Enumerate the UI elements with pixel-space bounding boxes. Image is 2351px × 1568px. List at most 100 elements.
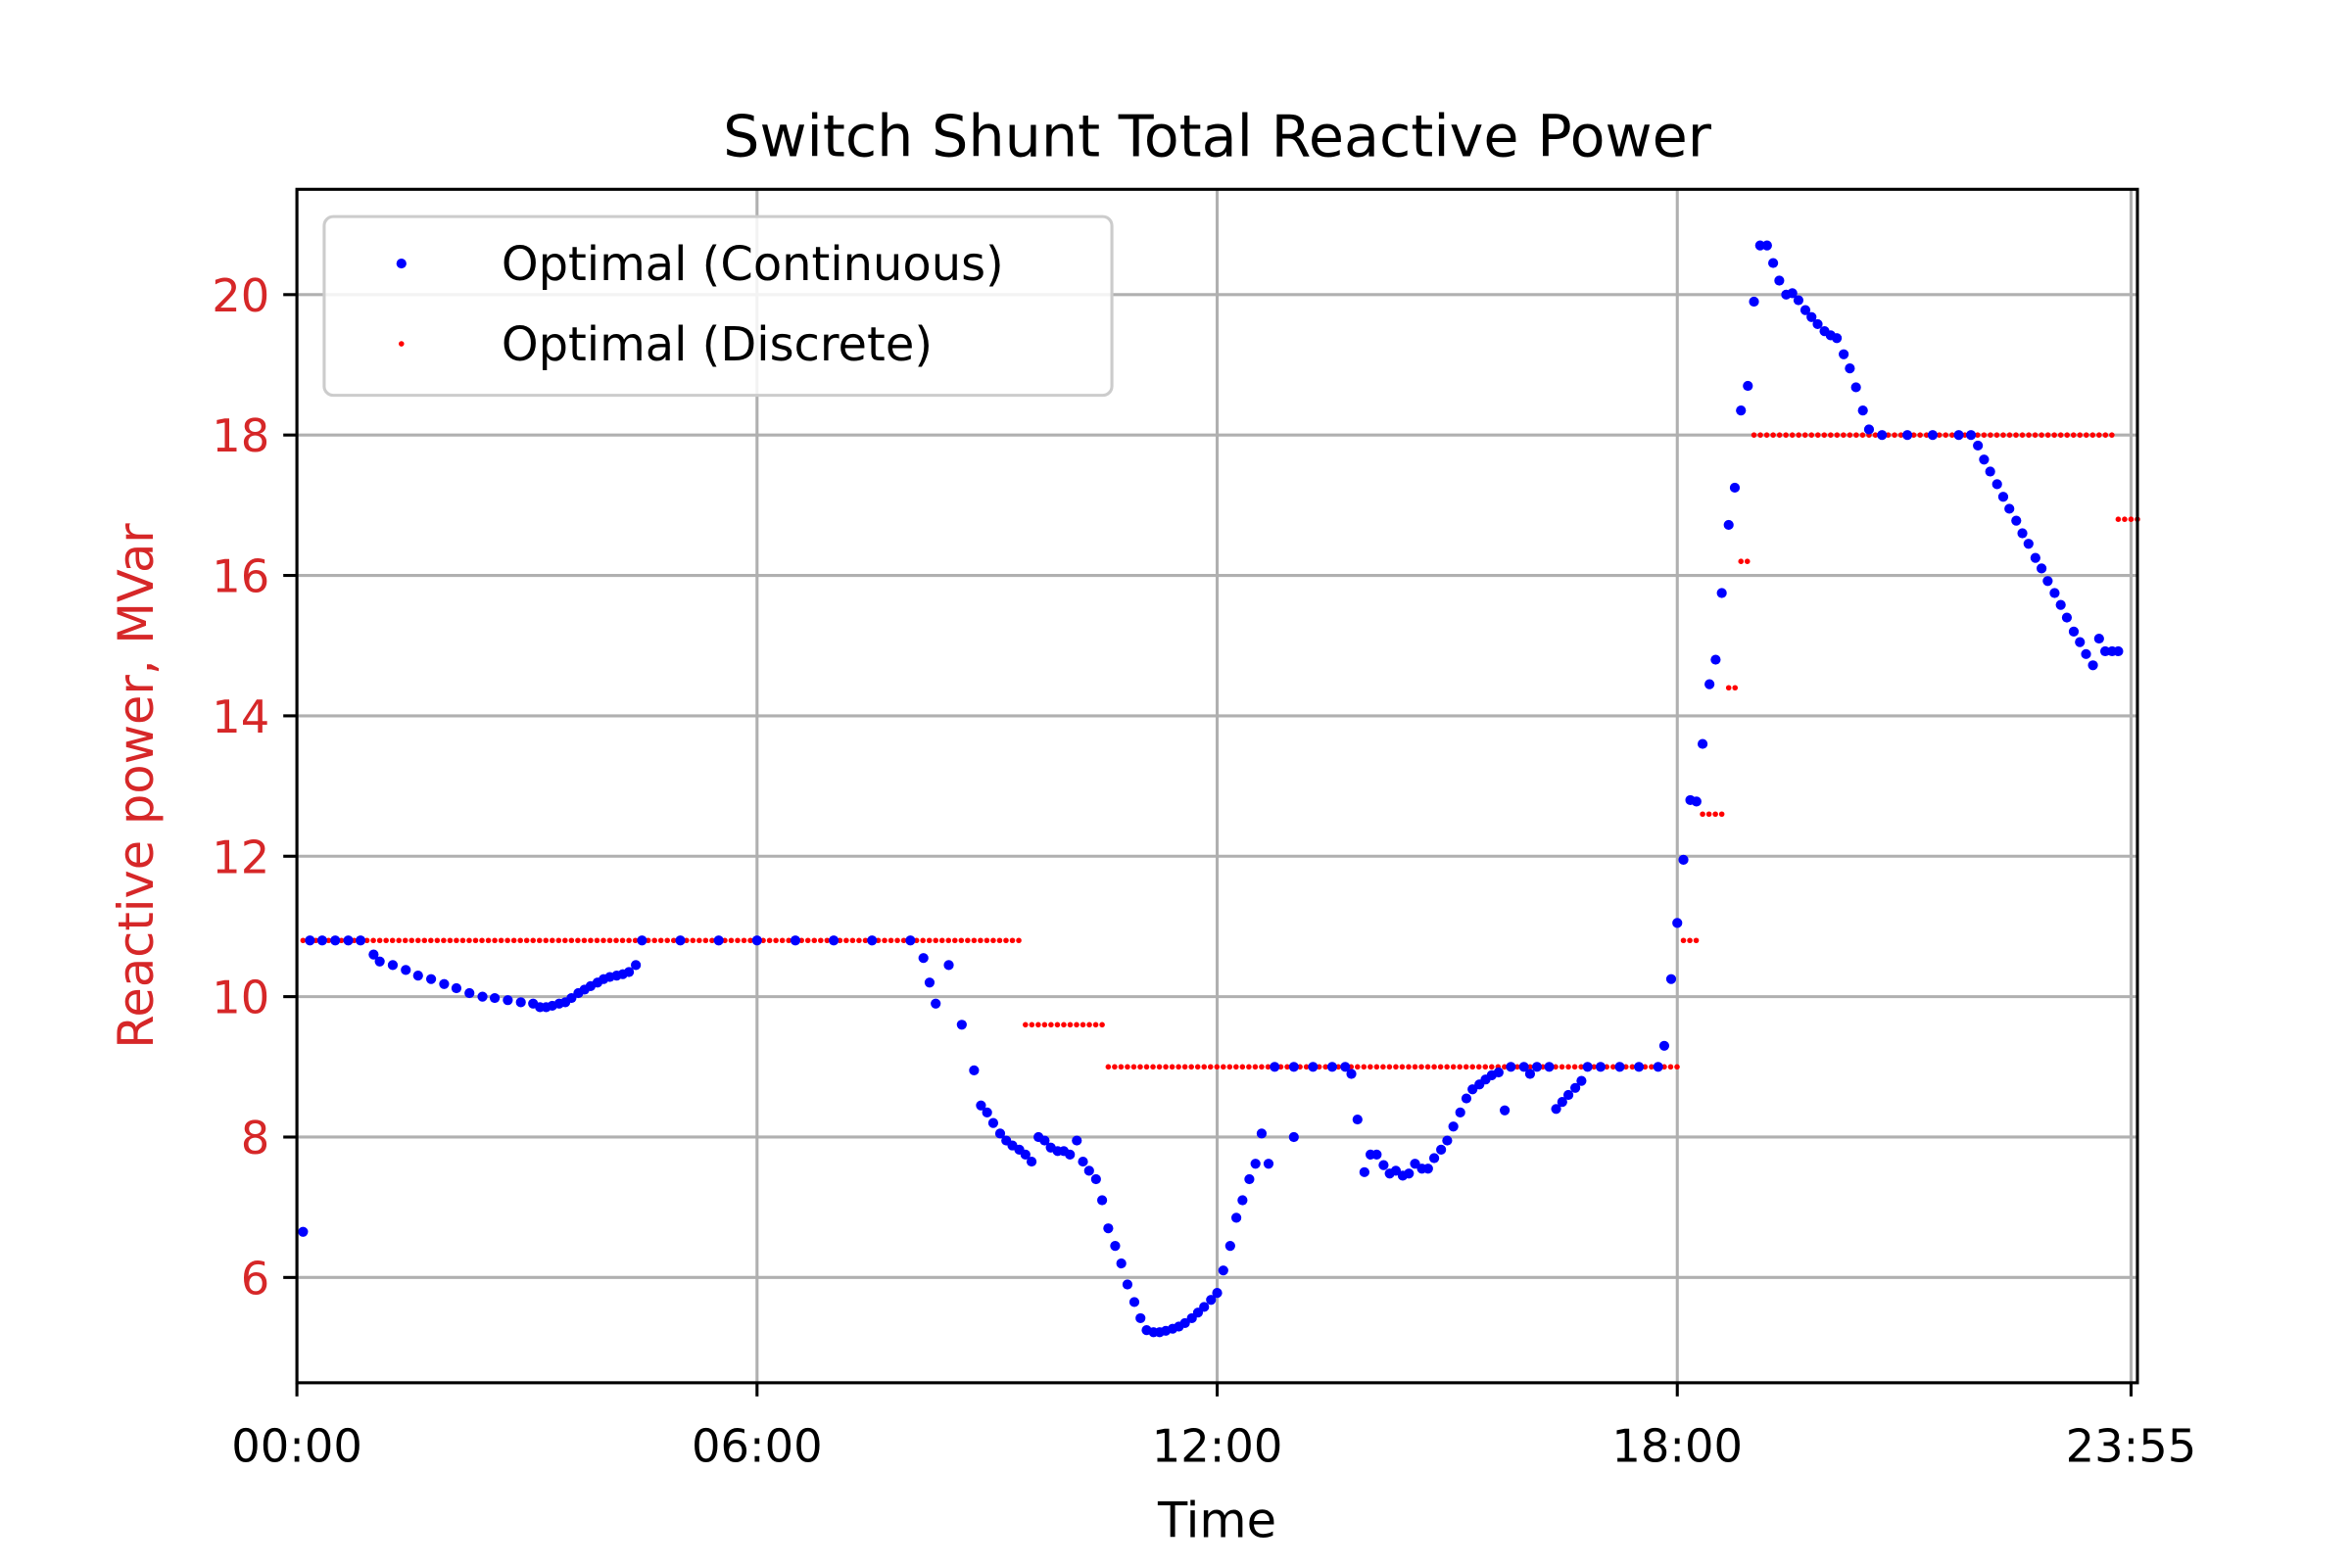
discrete-point — [1265, 1064, 1271, 1070]
discrete-point — [383, 937, 389, 944]
discrete-point — [2032, 432, 2039, 438]
legend: Optimal (Continuous) Optimal (Discrete) — [322, 214, 1114, 398]
discrete-point — [1553, 1064, 1559, 1070]
continuous-point — [1691, 796, 1702, 807]
discrete-point — [594, 937, 600, 944]
continuous-point — [464, 987, 475, 999]
discrete-point — [1469, 1064, 1476, 1070]
discrete-point — [2096, 432, 2102, 438]
continuous-point — [790, 935, 801, 946]
discrete-point — [1125, 1064, 1130, 1070]
discrete-point — [984, 937, 990, 944]
discrete-point — [811, 937, 818, 944]
discrete-point — [2057, 432, 2064, 438]
continuous-point — [1250, 1159, 1261, 1169]
discrete-point — [818, 937, 824, 944]
continuous-point — [713, 935, 724, 946]
continuous-point — [1096, 1195, 1108, 1206]
discrete-point — [2122, 516, 2128, 522]
discrete-point — [1514, 1064, 1520, 1070]
continuous-point — [451, 982, 462, 994]
discrete-point — [882, 937, 888, 944]
continuous-point — [867, 935, 878, 946]
continuous-point — [1237, 1195, 1248, 1206]
discrete-point — [843, 937, 849, 944]
discrete-point — [920, 937, 926, 944]
continuous-point — [1288, 1062, 1299, 1072]
discrete-point — [1571, 1064, 1578, 1070]
discrete-point — [2077, 432, 2084, 438]
discrete-point — [1406, 1064, 1412, 1070]
discrete-point — [2109, 432, 2115, 438]
discrete-point — [1099, 1022, 1105, 1028]
continuous-point — [1378, 1160, 1389, 1170]
continuous-point — [924, 977, 936, 988]
discrete-point — [1156, 1064, 1163, 1070]
continuous-point — [1026, 1156, 1037, 1167]
discrete-point — [555, 937, 562, 944]
discrete-point — [926, 937, 933, 944]
continuous-point — [1128, 1297, 1140, 1307]
legend-marker-discrete — [399, 341, 405, 347]
discrete-point — [1048, 1022, 1054, 1028]
discrete-point — [2019, 432, 2026, 438]
continuous-point — [1346, 1069, 1357, 1079]
discrete-point — [376, 937, 383, 944]
discrete-point — [1948, 432, 1955, 438]
discrete-point — [530, 937, 537, 944]
discrete-point — [402, 937, 408, 944]
discrete-point — [1687, 937, 1693, 944]
continuous-point — [1467, 1084, 1478, 1095]
discrete-point — [651, 937, 657, 944]
discrete-point — [1502, 1064, 1508, 1070]
discrete-point — [1578, 1064, 1584, 1070]
continuous-point — [2037, 563, 2047, 574]
continuous-point — [828, 935, 840, 946]
x-tick-label: 18:00 — [1611, 1419, 1743, 1472]
discrete-point — [300, 937, 307, 944]
discrete-point — [1207, 1064, 1214, 1070]
continuous-point — [918, 953, 929, 964]
discrete-point — [1067, 1022, 1074, 1028]
continuous-point — [1850, 382, 1861, 393]
y-tick-label: 6 — [241, 1252, 270, 1305]
continuous-point — [1410, 1159, 1420, 1169]
continuous-point — [1544, 1062, 1555, 1072]
continuous-point — [994, 1128, 1006, 1139]
continuous-point — [1953, 430, 1964, 441]
continuous-point — [1270, 1062, 1280, 1072]
continuous-point — [1352, 1114, 1363, 1125]
continuous-point — [1428, 1153, 1440, 1164]
continuous-point — [1442, 1135, 1453, 1146]
discrete-point — [447, 937, 454, 944]
continuous-point — [1256, 1128, 1268, 1139]
continuous-point — [1704, 679, 1715, 689]
discrete-point — [575, 937, 581, 944]
discrete-point — [1092, 1022, 1099, 1028]
discrete-point — [900, 937, 907, 944]
legend-label-discrete: Optimal (Discrete) — [502, 318, 933, 372]
discrete-point — [888, 937, 894, 944]
discrete-point — [1732, 685, 1739, 691]
continuous-point — [1736, 404, 1747, 416]
discrete-point — [747, 937, 753, 944]
discrete-point — [1169, 1064, 1176, 1070]
continuous-point — [2068, 626, 2080, 637]
discrete-point — [1936, 432, 1943, 438]
discrete-point — [1705, 811, 1712, 818]
discrete-point — [543, 937, 550, 944]
continuous-point — [1793, 295, 1804, 306]
discrete-point — [479, 937, 485, 944]
discrete-point — [728, 937, 735, 944]
continuous-point — [1461, 1093, 1472, 1104]
discrete-point — [1667, 1064, 1674, 1070]
discrete-point — [1801, 432, 1808, 438]
continuous-point — [1991, 479, 2002, 490]
discrete-point — [441, 937, 447, 944]
continuous-point — [1263, 1159, 1274, 1169]
y-axis-ticks: 6 8 10 12 14 16 18 20 — [212, 269, 298, 1305]
discrete-point — [996, 937, 1003, 944]
continuous-point — [503, 995, 513, 1006]
